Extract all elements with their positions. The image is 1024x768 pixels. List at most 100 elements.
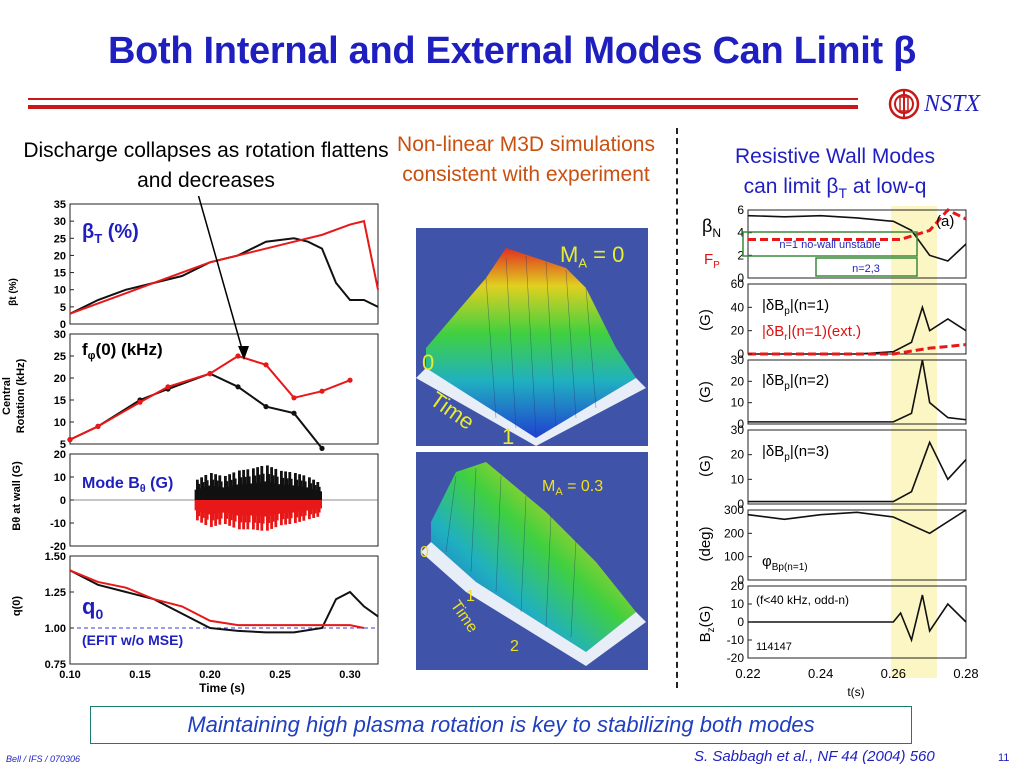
sim-top-axis-one: 1 [502, 424, 515, 446]
fp-label: FP [704, 251, 720, 271]
rotation-data-point [95, 423, 101, 429]
panel-f-note: (f<40 kHz, odd-n) [756, 593, 849, 607]
sim-bottom-axis-two: 2 [510, 638, 519, 655]
q0-panel-note: (EFIT w/o MSE) [82, 632, 183, 648]
right-panel-frame [747, 429, 967, 505]
right-series-line-black [747, 509, 967, 535]
left-panel-frame [69, 555, 379, 665]
sim-bottom-axis-zero: 0 [420, 544, 429, 561]
right-series-line-black [747, 214, 967, 262]
right-ytick-label: 0 [737, 497, 744, 511]
sim-bottom-axis-one: 1 [466, 588, 475, 605]
right-ytick-label: 0 [737, 347, 744, 361]
right-ytick-label: -20 [727, 651, 745, 665]
right-xtick-label: 0.28 [953, 666, 978, 681]
title-rule-thick [28, 105, 858, 109]
q0-ylabel: q(0) [11, 596, 23, 617]
left-xtick-label: 0.30 [339, 669, 360, 681]
no-wall-unstable-box [742, 231, 918, 257]
simulation-bottom: MA = 0.3 0 1 Time 2 [416, 452, 648, 670]
left-ytick-label: 5 [60, 439, 66, 451]
right-series-line-red [748, 343, 967, 356]
nstx-logo-text: NSTX [924, 91, 981, 117]
beta-panel-label: βT (%) [82, 221, 139, 246]
left-frames [69, 203, 379, 665]
left-ytick-label: 1.50 [45, 551, 66, 563]
left-xlabel: Time (s) [199, 681, 245, 695]
sim-top-ma-label: MA = 0 [560, 242, 625, 271]
rotation-data-point [319, 388, 325, 394]
left-ytick-label: 1.25 [45, 587, 66, 599]
right-ytick-label: 0 [737, 417, 744, 431]
right-ytick-label: 100 [724, 550, 744, 564]
right-panel-frame [747, 509, 967, 581]
panel-d-unit: (G) [697, 455, 714, 477]
dbp-n3-label: |δBp|(n=3) [762, 443, 829, 463]
left-ytick-label: 25 [54, 233, 66, 245]
rotation-data-point [263, 404, 269, 410]
right-ytick-label: 10 [731, 472, 745, 486]
middle-caption: Non-linear M3D simulations consistent wi… [397, 133, 655, 186]
right-xtick-label: 0.26 [881, 666, 906, 681]
right-ytick-label: 4 [737, 226, 744, 240]
panel-c-unit: (G) [697, 381, 714, 403]
right-xtick-label: 0.24 [808, 666, 833, 681]
left-ytick-label: 20 [54, 373, 66, 385]
left-ytick-label: 10 [54, 417, 66, 429]
right-series-line-black [748, 594, 967, 643]
rotation-panel-label: fφ(0) (kHz) [82, 340, 163, 362]
simulation-bottom-surface [421, 462, 646, 666]
rotation-data-point [137, 399, 143, 405]
right-ytick-label: 10 [731, 597, 745, 611]
right-caption-line1: Resistive Wall Modes [735, 145, 935, 168]
right-ytick-label: 60 [731, 277, 745, 291]
panel-a-tag: (a) [936, 213, 954, 230]
simulation-top-surface [416, 248, 646, 446]
right-ytick-label: 10 [731, 396, 745, 410]
dbp-n2-label: |δBp|(n=2) [762, 372, 829, 392]
left-xtick-label: 0.20 [199, 669, 220, 681]
right-ytick-label: 30 [731, 423, 745, 437]
nstx-logo-icon [888, 88, 920, 120]
fp-dashed-line [748, 208, 967, 241]
rotation-data-point [235, 384, 241, 390]
no-wall-unstable-label: n=1 no-wall unstable [779, 239, 880, 251]
rotation-data-point [165, 384, 171, 390]
right-ytick-label: 0 [737, 615, 744, 629]
mode-panel-label: Mode Bθ (G) [82, 475, 173, 495]
panel-f-shot: 114147 [756, 641, 792, 653]
left-panel-frame [69, 203, 379, 325]
rotation-data-point [291, 395, 297, 401]
right-ytick-label: 20 [731, 579, 745, 593]
right-xlabel: t(s) [847, 685, 864, 699]
left-ytick-label: 15 [54, 395, 66, 407]
rotation-data-point [347, 377, 353, 383]
beta-ylabel: βt (%) [8, 278, 19, 306]
caption-arrow [197, 196, 245, 357]
footer-left: Bell / IFS / 070306 [6, 754, 81, 764]
left-ytick-label: 30 [54, 216, 66, 228]
rotation-data-point [207, 371, 213, 377]
right-ytick-label: 2 [737, 248, 744, 262]
right-ytick-label: 20 [731, 324, 745, 338]
right-ytick-label: 40 [731, 300, 745, 314]
left-series-line-black [69, 237, 379, 315]
right-ytick-label: 20 [731, 374, 745, 388]
rotation-ylabel-2: Rotation (kHz) [15, 358, 27, 433]
rotation-data-point [291, 410, 297, 416]
left-xtick-label: 0.25 [269, 669, 290, 681]
left-series-line-red [69, 569, 365, 629]
panel-f-unit: Bz(G) [697, 606, 717, 643]
left-ytick-label: 35 [54, 199, 66, 211]
n23-box [815, 257, 918, 277]
rotation-ylabel-1: Central [1, 377, 13, 415]
page-number: 11 [998, 752, 1010, 764]
left-ytick-label: 10 [54, 472, 66, 484]
beta-n-label: βN [702, 216, 721, 240]
right-caption-line2: can limit βT at low-q [743, 175, 927, 202]
left-charts: 353025201510503025201510520100-10-201.50… [1, 196, 379, 695]
right-ytick-label: 0 [737, 271, 744, 285]
slide-title: Both Internal and External Modes Can Lim… [107, 30, 917, 72]
right-caption: Resistive Wall Modes can limit βT at low… [690, 142, 980, 208]
right-series-line-black [748, 440, 967, 503]
